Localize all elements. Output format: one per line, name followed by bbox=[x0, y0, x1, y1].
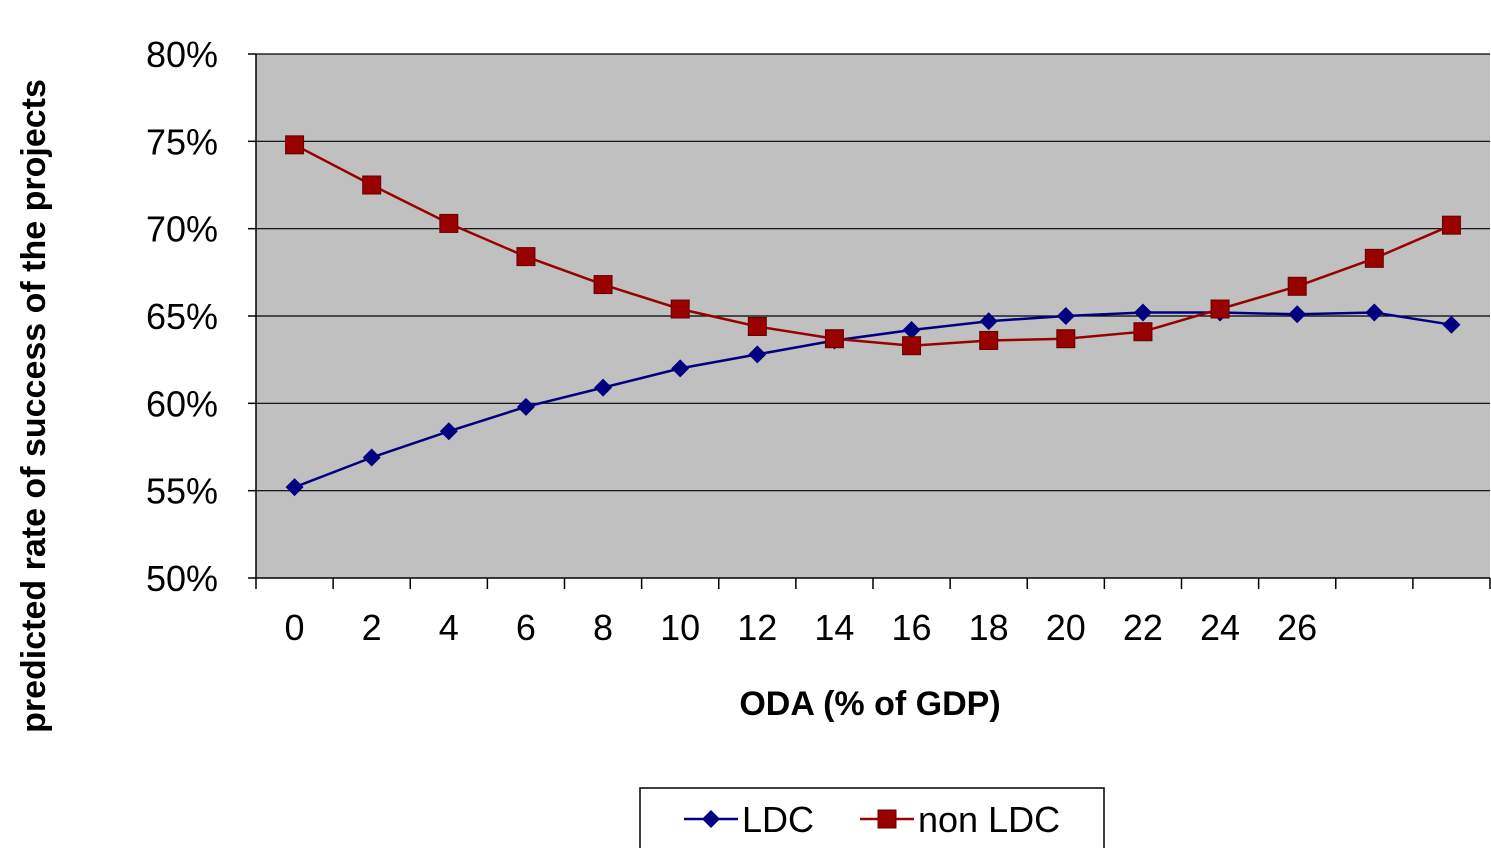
data-point-non-ldc bbox=[1364, 248, 1384, 268]
x-axis-title: ODA (% of GDP) bbox=[739, 685, 1000, 723]
x-tick-label: 14 bbox=[814, 607, 854, 648]
data-point-non-ldc bbox=[516, 247, 536, 267]
data-point-ldc bbox=[1365, 303, 1384, 322]
x-tick-label: 12 bbox=[737, 607, 777, 648]
data-series bbox=[285, 135, 1461, 497]
x-tick-label: 2 bbox=[362, 607, 382, 648]
y-tick-label: 70% bbox=[146, 209, 218, 250]
data-point-ldc bbox=[1442, 315, 1461, 334]
y-axis-tick-labels: 80% 75% 70% 65% 60% 55% 50% bbox=[146, 34, 218, 599]
legend-swatch-ldc-marker bbox=[702, 810, 720, 828]
data-point-non-ldc bbox=[670, 299, 690, 319]
legend-label-ldc: LDC bbox=[742, 799, 814, 840]
x-tick-label: 24 bbox=[1200, 607, 1240, 648]
y-tick-label: 75% bbox=[146, 121, 218, 162]
x-tick-label: 0 bbox=[285, 607, 305, 648]
data-point-ldc bbox=[902, 320, 921, 339]
data-point-non-ldc bbox=[593, 275, 613, 295]
y-tick-label: 55% bbox=[146, 471, 218, 512]
data-point-non-ldc bbox=[747, 316, 767, 336]
x-tick-label: 22 bbox=[1123, 607, 1163, 648]
legend: LDC non LDC bbox=[639, 787, 1105, 848]
y-tick-label: 80% bbox=[146, 34, 218, 75]
data-point-non-ldc bbox=[1287, 276, 1307, 296]
data-point-non-ldc bbox=[902, 336, 922, 356]
gridlines bbox=[248, 53, 1490, 579]
x-tick-label: 16 bbox=[892, 607, 932, 648]
x-tick-label: 18 bbox=[969, 607, 1009, 648]
data-point-ldc bbox=[671, 359, 690, 378]
x-tick-label: 8 bbox=[593, 607, 613, 648]
data-point-ldc bbox=[516, 397, 535, 416]
x-tick-label: 10 bbox=[660, 607, 700, 648]
legend-swatch-nonldc-marker bbox=[877, 809, 897, 829]
data-point-non-ldc bbox=[979, 330, 999, 350]
data-point-ldc bbox=[748, 345, 767, 364]
data-point-ldc bbox=[362, 448, 381, 467]
data-point-ldc bbox=[979, 312, 998, 331]
data-point-ldc bbox=[1133, 303, 1152, 322]
data-point-non-ldc bbox=[439, 213, 459, 233]
x-axis-tick-labels: 0 2 4 6 8 10 12 14 16 18 20 22 24 26 bbox=[285, 607, 1318, 648]
y-tick-label: 50% bbox=[146, 558, 218, 599]
data-point-non-ldc bbox=[1133, 322, 1153, 342]
data-point-non-ldc bbox=[285, 135, 305, 155]
x-tick-label: 4 bbox=[439, 607, 459, 648]
data-point-non-ldc bbox=[1210, 299, 1230, 319]
data-point-ldc bbox=[594, 378, 613, 397]
x-tick-label: 26 bbox=[1277, 607, 1317, 648]
data-point-ldc bbox=[1288, 305, 1307, 324]
data-point-non-ldc bbox=[824, 329, 844, 349]
series-line-0 bbox=[294, 311, 1452, 489]
data-point-ldc bbox=[1056, 307, 1075, 325]
data-point-ldc bbox=[285, 478, 304, 497]
y-tick-label: 60% bbox=[146, 383, 218, 424]
data-point-ldc bbox=[439, 422, 458, 441]
x-tick-label: 20 bbox=[1046, 607, 1086, 648]
y-axis-title: predicted rate of success of the project… bbox=[15, 79, 53, 733]
y-tick-label: 65% bbox=[146, 296, 218, 337]
data-point-non-ldc bbox=[362, 175, 382, 195]
series-line-1 bbox=[294, 143, 1452, 347]
data-point-non-ldc bbox=[1441, 215, 1461, 235]
axes bbox=[255, 54, 1491, 589]
legend-label-non-ldc: non LDC bbox=[918, 799, 1060, 840]
data-point-non-ldc bbox=[1056, 329, 1076, 349]
x-tick-label: 6 bbox=[516, 607, 536, 648]
